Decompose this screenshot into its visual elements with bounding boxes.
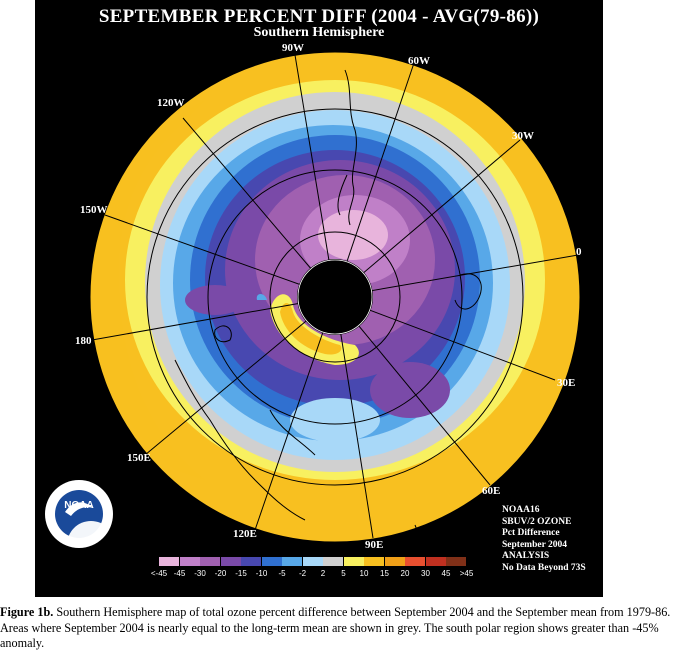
- scale-tick-label: 15: [380, 569, 389, 578]
- graticule: [89, 51, 581, 543]
- scale-tick-label: -5: [278, 569, 286, 578]
- ozone-map-figure: SEPTEMBER PERCENT DIFF (2004 - AVG(79-86…: [35, 0, 603, 597]
- scale-swatch: [159, 557, 179, 566]
- scale-tick-label: 30: [421, 569, 430, 578]
- scale-tick-label: -15: [235, 569, 247, 578]
- scale-swatch: [405, 557, 425, 566]
- noaa-logo-text: NOAA: [64, 500, 94, 511]
- scale-swatch: [446, 557, 466, 566]
- caption-text: Southern Hemisphere map of total ozone p…: [0, 605, 671, 650]
- scale-tick-label: -45: [173, 569, 186, 578]
- scale-tick-label: 2: [320, 569, 326, 578]
- scale-swatch: [220, 557, 241, 566]
- info-line: No Data Beyond 73S: [502, 562, 586, 573]
- polar-map: [89, 51, 581, 549]
- lon-label-90e: 90E: [365, 539, 384, 551]
- lon-label-60w: 60W: [408, 55, 430, 67]
- lon-label-30e: 30E: [557, 377, 576, 389]
- scale-swatch: [323, 557, 343, 566]
- scale-tick-label: 5: [341, 569, 346, 578]
- scale-swatch: [241, 557, 261, 566]
- scale-swatch: [425, 557, 446, 566]
- scale-tick-label: 20: [400, 569, 410, 578]
- scale-swatch: [364, 557, 384, 566]
- info-line: SBUV/2 OZONE: [502, 516, 572, 527]
- lon-label-120w: 120W: [157, 97, 185, 109]
- coastlines: [174, 69, 482, 549]
- scale-swatch: [261, 557, 282, 566]
- info-line: ANALYSIS: [502, 551, 550, 561]
- lon-label-120e: 120E: [233, 528, 257, 540]
- map-subtitle: Southern Hemisphere: [253, 25, 385, 40]
- scale-tick-label: >45: [459, 569, 474, 578]
- lon-label-150w: 150W: [80, 204, 108, 216]
- scale-tick-label: 45: [441, 569, 451, 578]
- scale-tick-label: -2: [298, 569, 307, 578]
- ozone-contours: [90, 52, 580, 542]
- lon-label-90w: 90W: [282, 42, 304, 54]
- scale-swatch: [200, 557, 220, 566]
- scale-swatch: [302, 557, 323, 566]
- polar-no-data-disk: [297, 259, 373, 335]
- scale-swatch: [384, 557, 405, 566]
- lon-label-180: 180: [75, 335, 92, 347]
- info-line: Pct Difference: [502, 528, 560, 538]
- scale-tick-label: -20: [214, 569, 227, 578]
- scale-tick-label: 10: [359, 569, 369, 578]
- dataset-info: NOAA16 SBUV/2 OZONE Pct Difference Septe…: [502, 505, 586, 574]
- figure-caption: Figure 1b. Southern Hemisphere map of to…: [0, 605, 680, 652]
- info-line: NOAA16: [502, 505, 540, 515]
- lon-label-30w: 30W: [512, 130, 534, 142]
- scale-tick-label: <-45: [150, 569, 168, 578]
- scale-swatch: [282, 557, 302, 566]
- scale-tick-label: -30: [194, 569, 206, 578]
- lon-label-0: 0: [576, 246, 582, 258]
- scale-tick-label: -10: [255, 569, 268, 578]
- lon-label-60e: 60E: [482, 485, 501, 497]
- scale-swatch: [343, 557, 364, 566]
- map-title: SEPTEMBER PERCENT DIFF (2004 - AVG(79-86…: [98, 6, 540, 27]
- lon-label-150e: 150E: [127, 452, 151, 464]
- noaa-logo: NOAA: [43, 478, 115, 555]
- caption-label: Figure 1b.: [0, 605, 54, 619]
- scale-swatch: [179, 557, 200, 566]
- info-line: September 2004: [502, 539, 567, 550]
